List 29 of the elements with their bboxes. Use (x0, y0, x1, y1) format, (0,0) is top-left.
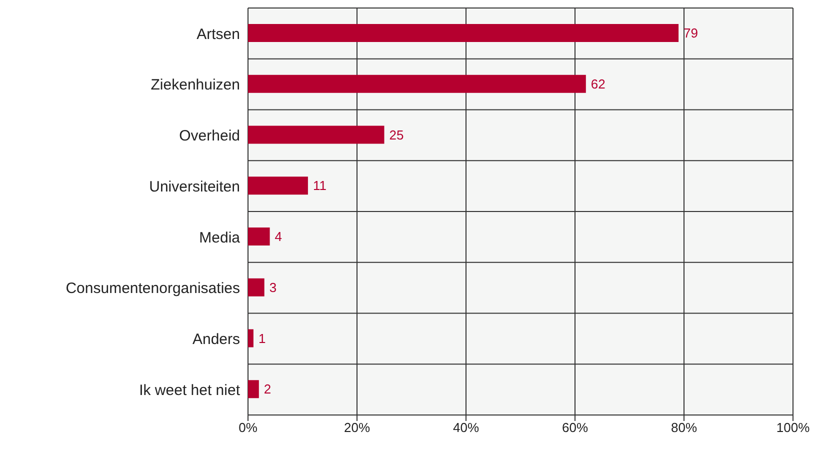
bar (248, 24, 679, 42)
x-tick-label: 0% (238, 420, 258, 436)
x-tick-label: 80% (670, 420, 698, 436)
data-label: 2 (264, 382, 272, 397)
data-label: 11 (312, 178, 326, 194)
y-tick-label: Overheid (179, 128, 240, 145)
y-tick-label: Artsen (196, 26, 240, 43)
data-label: 25 (389, 127, 404, 142)
x-tick-label: 60% (562, 420, 588, 436)
bar (248, 278, 264, 296)
y-tick-label: Universiteiten (149, 178, 240, 196)
data-label: 1 (258, 330, 266, 346)
bar (248, 126, 384, 144)
y-tick-label: Consumentenorganisaties (66, 280, 240, 298)
data-label: 3 (269, 280, 277, 295)
bar (248, 176, 308, 195)
bar (248, 74, 586, 93)
y-tick-label: Anders (192, 331, 240, 348)
bar (248, 228, 270, 246)
y-tick-label: Ziekenhuizen (150, 76, 240, 94)
x-tick-label: 100% (776, 420, 810, 436)
bar (248, 329, 254, 348)
y-tick-label: Ik weet het niet (139, 382, 241, 399)
x-tick-label: 40% (452, 420, 480, 436)
data-label: 62 (590, 76, 606, 92)
data-label: 4 (274, 229, 282, 244)
y-tick-label: Media (199, 229, 241, 246)
x-tick-label: 20% (344, 420, 370, 436)
bar (248, 380, 259, 398)
